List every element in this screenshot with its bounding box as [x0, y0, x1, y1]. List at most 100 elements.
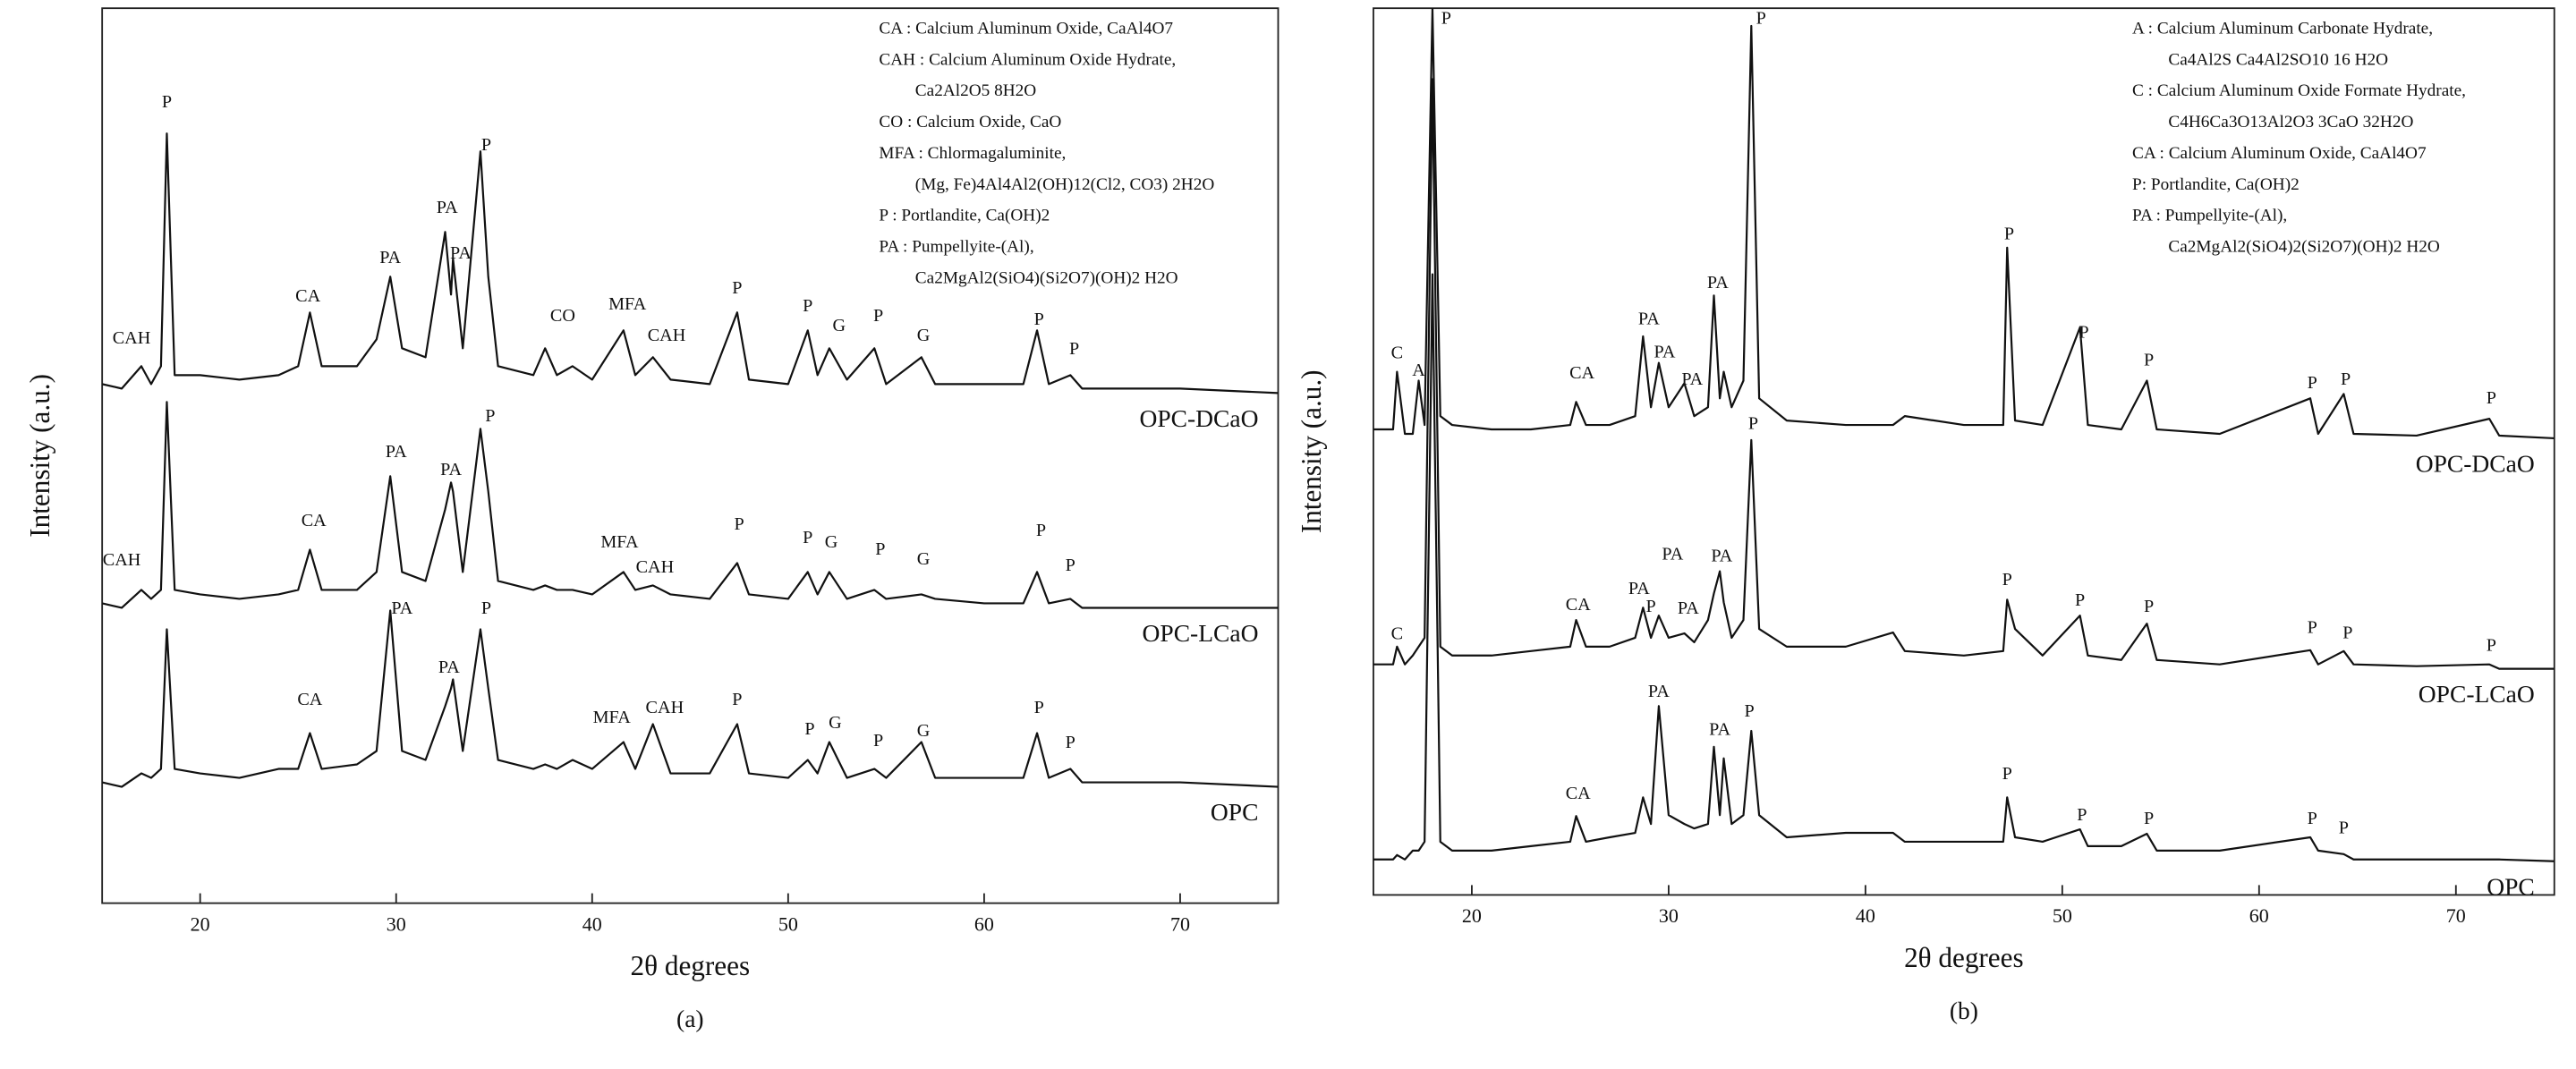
peak-label: P — [1034, 698, 1044, 717]
peak-label: P — [1036, 521, 1046, 540]
peak-label: PA — [1681, 369, 1703, 389]
x-tick-label: 20 — [191, 912, 210, 935]
xrd-pattern — [102, 401, 1279, 609]
y-axis-label: Intensity (a.u.) — [24, 374, 55, 538]
peak-label: CA — [302, 511, 327, 530]
peak-label: G — [917, 326, 931, 345]
peak-label: P — [1645, 597, 1655, 616]
peak-label: G — [829, 713, 842, 733]
peak-label: MFA — [600, 532, 639, 552]
peak-label: PA — [386, 442, 407, 462]
xrd-pattern — [1373, 78, 2555, 670]
x-tick-label: 50 — [778, 912, 798, 935]
peak-label: PA — [1638, 310, 1660, 329]
peak-label: CO — [550, 306, 575, 326]
peak-label: P — [1066, 556, 1075, 575]
peak-label: PA — [438, 658, 460, 677]
peak-label: P — [803, 528, 812, 547]
peak-label: PA — [1709, 720, 1730, 740]
peak-label: P — [2002, 764, 2012, 784]
x-axis-label: 2θ degrees — [631, 950, 751, 981]
peak-label: P — [2144, 809, 2154, 828]
peak-label: P — [732, 278, 742, 298]
legend-line: CA : Calcium Aluminum Oxide, CaAl4O7 — [879, 19, 1173, 38]
peak-label: CA — [1566, 595, 1591, 615]
peak-label: G — [825, 532, 838, 552]
x-tick-label: 30 — [387, 912, 406, 935]
peak-label: P — [2487, 388, 2496, 408]
peak-label: P — [732, 690, 742, 709]
peak-label: P — [1441, 9, 1451, 29]
legend-line: PA : Pumpellyite-(Al), — [2132, 207, 2287, 225]
peak-label: P — [162, 92, 172, 112]
peak-label: PA — [437, 198, 458, 217]
series-label: OPC — [1211, 798, 1259, 826]
x-tick-label: 60 — [974, 912, 994, 935]
xrd-pattern — [1373, 273, 2555, 862]
legend-line: P : Portlandite, Ca(OH)2 — [879, 207, 1050, 225]
peak-label: P — [1034, 310, 1044, 329]
plot-frame — [101, 7, 1279, 904]
peak-label: P — [875, 539, 885, 559]
legend-line: PA : Pumpellyite-(Al), — [879, 238, 1033, 257]
peak-label: P — [2002, 570, 2012, 590]
peak-label: P — [2341, 369, 2351, 389]
peak-label: PA — [1678, 598, 1699, 618]
series-label: OPC-DCaO — [2416, 449, 2535, 477]
legend-line: Ca2MgAl2(SiO4)2(Si2O7)(OH)2 H2O — [2168, 238, 2440, 257]
legend-line: MFA : Chlormagaluminite, — [879, 144, 1066, 163]
caption: (a) — [676, 1005, 704, 1032]
plot-frame — [1373, 7, 2555, 896]
peak-label: C — [1391, 343, 1403, 362]
peak-label: P — [2308, 373, 2317, 393]
peak-label: P — [1066, 733, 1075, 752]
peak-label: PA — [1648, 682, 1670, 701]
legend-line: (Mg, Fe)4Al4Al2(OH)12(Cl2, CO3) 2H2O — [915, 175, 1215, 194]
legend-line: C4H6Ca3O13Al2O3 3CaO 32H2O — [2168, 113, 2413, 132]
legend-line: Ca4Al2S Ca4Al2SO10 16 H2O — [2168, 50, 2388, 69]
peak-label: CA — [1566, 784, 1591, 803]
x-tick-label: 20 — [1462, 904, 1482, 927]
peak-label: P — [803, 296, 812, 316]
xrd-pattern — [102, 132, 1279, 395]
peak-label: CAH — [646, 698, 684, 717]
peak-label: CA — [1569, 363, 1594, 383]
peak-label: P — [873, 731, 883, 751]
peak-label: PA — [1711, 546, 1732, 565]
peak-label: MFA — [593, 708, 632, 727]
peak-label: G — [917, 721, 931, 741]
y-axis-label: Intensity (a.u.) — [1296, 369, 1327, 533]
peak-label: CA — [295, 286, 320, 306]
series-label: OPC — [2487, 872, 2535, 900]
x-tick-label: 50 — [2053, 904, 2072, 927]
peak-label: PA — [1662, 544, 1683, 564]
peak-label: PA — [440, 460, 462, 479]
peak-label: PA — [379, 248, 401, 267]
legend-line: CAH : Calcium Aluminum Oxide Hydrate, — [879, 50, 1176, 69]
peak-label: G — [917, 549, 931, 569]
peak-label: CAH — [636, 557, 675, 577]
series-label: OPC-DCaO — [1139, 404, 1258, 432]
legend-line: Ca2Al2O5 8H2O — [915, 81, 1036, 100]
legend-line: A : Calcium Aluminum Carbonate Hydrate, — [2132, 19, 2433, 38]
peak-label: PA — [1707, 273, 1729, 293]
x-tick-label: 60 — [2249, 904, 2269, 927]
series-label: OPC-LCaO — [1143, 619, 1259, 647]
xrd-pattern — [102, 609, 1279, 788]
caption: (b) — [1950, 997, 1978, 1024]
legend-line: CO : Calcium Oxide, CaO — [879, 113, 1061, 132]
peak-label: G — [833, 316, 846, 335]
peak-label: P — [2079, 323, 2088, 343]
peak-label: PA — [450, 243, 472, 263]
legend-line: C : Calcium Aluminum Oxide Formate Hydra… — [2132, 81, 2466, 100]
peak-label: P — [1756, 9, 1766, 29]
legend-line: Ca2MgAl2(SiO4)(Si2O7)(OH)2 H2O — [915, 268, 1178, 287]
peak-label: P — [2004, 225, 2014, 244]
x-tick-label: 70 — [2446, 904, 2466, 927]
peak-label: C — [1391, 624, 1403, 644]
peak-label: PA — [1628, 579, 1650, 598]
peak-label: P — [2308, 809, 2317, 828]
peak-label: P — [1744, 701, 1754, 721]
peak-label: MFA — [608, 294, 647, 314]
x-tick-label: 70 — [1170, 912, 1190, 935]
